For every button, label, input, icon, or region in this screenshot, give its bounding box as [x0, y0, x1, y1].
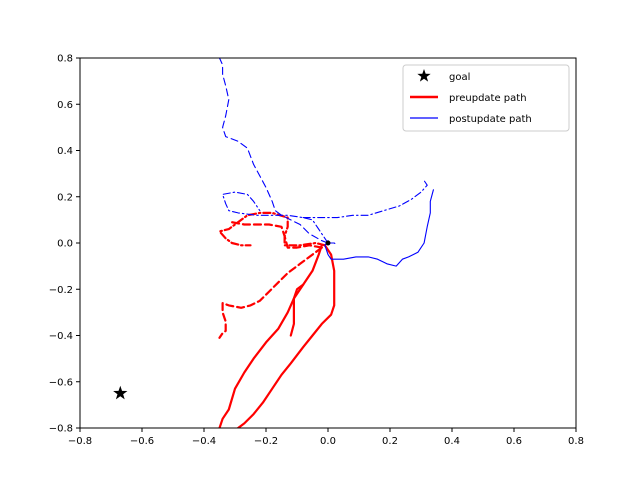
x-tick-label: −0.4	[192, 436, 216, 447]
preupdate-path-line	[218, 211, 326, 247]
postupdate-path-line	[302, 180, 428, 219]
x-tick-label: 0.6	[506, 436, 522, 447]
goal-star-icon	[113, 385, 128, 400]
y-tick-label: 0.2	[57, 192, 73, 203]
x-tick-label: 0.8	[568, 436, 584, 447]
legend-label-postupdate: postupdate path	[449, 114, 532, 125]
legend-box	[402, 64, 570, 132]
x-tick-label: −0.6	[130, 436, 154, 447]
start-point-marker	[325, 240, 331, 246]
plot-markers	[113, 240, 331, 400]
preupdate-path-line	[218, 246, 323, 339]
postupdate-path-line	[218, 58, 329, 244]
x-tick-label: −0.2	[254, 436, 278, 447]
x-tick-label: 0.0	[320, 436, 336, 447]
x-tick-label: −0.8	[68, 436, 92, 447]
legend: goal preupdate path postupdate path	[402, 64, 570, 132]
y-axis-ticks: −0.8 −0.6 −0.4 −0.2 0.0 0.2 0.4 0.6 0.8	[49, 54, 80, 435]
plot-paths	[218, 58, 434, 428]
postupdate-path-line	[324, 189, 434, 267]
y-tick-label: 0.0	[57, 239, 73, 250]
y-tick-label: 0.8	[57, 54, 73, 65]
preupdate-path-line	[230, 221, 323, 249]
postupdate-path-line	[222, 191, 329, 244]
preupdate-path-line	[289, 283, 305, 337]
y-tick-label: −0.2	[49, 285, 73, 296]
preupdate-path-line	[237, 244, 336, 428]
preupdate-path-line	[218, 244, 323, 428]
y-tick-label: −0.6	[49, 377, 73, 388]
y-tick-label: 0.4	[57, 146, 73, 157]
y-tick-label: −0.4	[49, 331, 73, 342]
x-tick-label: 0.4	[444, 436, 460, 447]
legend-label-goal: goal	[449, 72, 470, 83]
x-tick-label: 0.2	[382, 436, 398, 447]
x-axis-ticks: −0.8 −0.6 −0.4 −0.2 0.0 0.2 0.4 0.6 0.8	[68, 428, 584, 447]
legend-label-preupdate: preupdate path	[449, 93, 527, 104]
legend-goal-star-icon	[417, 69, 431, 82]
y-tick-label: 0.6	[57, 100, 73, 111]
y-tick-label: −0.8	[49, 424, 73, 435]
